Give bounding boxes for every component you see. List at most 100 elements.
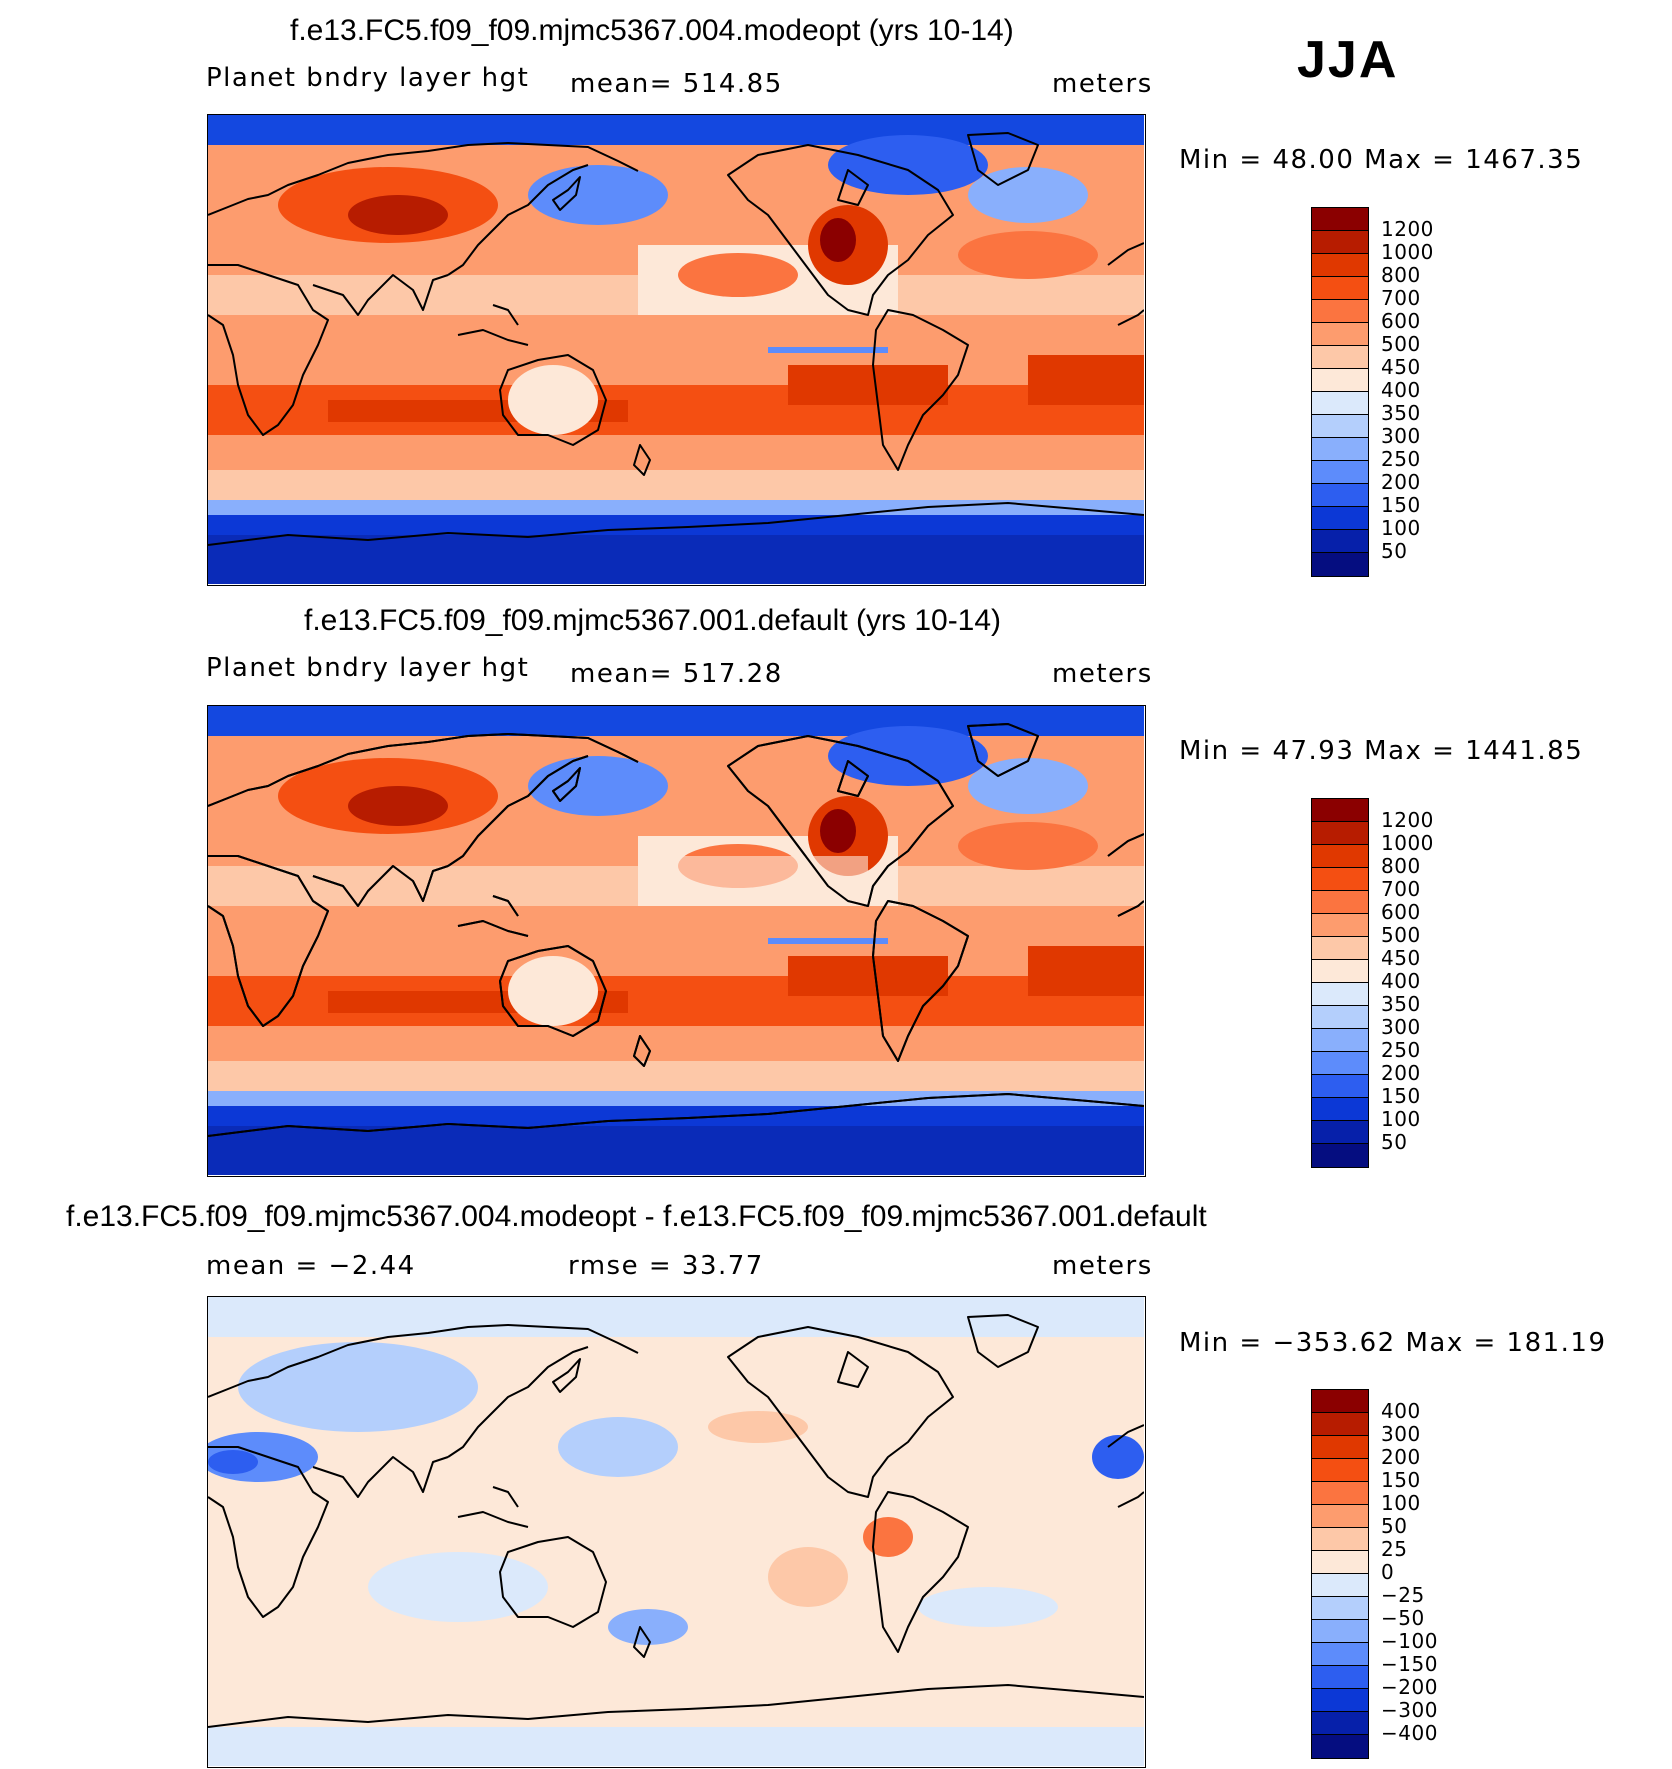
- colorbar-tick-label: −300: [1381, 1698, 1438, 1722]
- panel2-units: meters: [1052, 659, 1153, 689]
- colorbar-tick-label: 1200: [1381, 217, 1434, 241]
- panel3-colorbar: [1311, 1389, 1369, 1759]
- colorbar-tick-label: 800: [1381, 263, 1421, 287]
- colorbar-swatch: [1312, 1620, 1368, 1643]
- colorbar-swatch: [1312, 1528, 1368, 1551]
- colorbar-tick-label: −25: [1381, 1583, 1425, 1607]
- colorbar-tick-label: 1000: [1381, 831, 1434, 855]
- colorbar-swatch: [1312, 1689, 1368, 1712]
- colorbar-swatch: [1312, 484, 1368, 507]
- colorbar-tick-label: 250: [1381, 447, 1421, 471]
- panel3-rmse: rmse = 33.77: [568, 1251, 764, 1281]
- colorbar-swatch: [1312, 1029, 1368, 1052]
- colorbar-swatch: [1312, 208, 1368, 231]
- colorbar-tick-label: 350: [1381, 992, 1421, 1016]
- colorbar-swatch: [1312, 369, 1368, 392]
- colorbar-swatch: [1312, 1390, 1368, 1413]
- panel1-map: [207, 114, 1146, 586]
- colorbar-swatch: [1312, 799, 1368, 822]
- colorbar-swatch: [1312, 868, 1368, 891]
- colorbar-tick-label: 1200: [1381, 808, 1434, 832]
- colorbar-swatch: [1312, 507, 1368, 530]
- colorbar-swatch: [1312, 415, 1368, 438]
- colorbar-tick-label: 300: [1381, 1015, 1421, 1039]
- colorbar-tick-label: 200: [1381, 1445, 1421, 1469]
- colorbar-tick-label: 150: [1381, 493, 1421, 517]
- colorbar-swatch: [1312, 1482, 1368, 1505]
- panel2-variable-label: Planet bndry layer hgt: [206, 653, 530, 683]
- colorbar-tick-label: −50: [1381, 1606, 1425, 1630]
- colorbar-tick-label: −400: [1381, 1721, 1438, 1745]
- colorbar-tick-label: −100: [1381, 1629, 1438, 1653]
- colorbar-tick-label: 800: [1381, 854, 1421, 878]
- colorbar-swatch: [1312, 1436, 1368, 1459]
- panel3-minmax: Min = −353.62 Max = 181.19: [1179, 1328, 1607, 1358]
- colorbar-swatch: [1312, 231, 1368, 254]
- colorbar-tick-label: 150: [1381, 1084, 1421, 1108]
- colorbar-swatch: [1312, 1075, 1368, 1098]
- panel1-colorbar: [1311, 207, 1369, 577]
- colorbar-swatch: [1312, 1597, 1368, 1620]
- colorbar-tick-label: 100: [1381, 516, 1421, 540]
- colorbar-swatch: [1312, 1459, 1368, 1482]
- colorbar-swatch: [1312, 1551, 1368, 1574]
- colorbar-tick-label: 700: [1381, 877, 1421, 901]
- colorbar-tick-label: 500: [1381, 923, 1421, 947]
- colorbar-swatch: [1312, 1505, 1368, 1528]
- colorbar-swatch: [1312, 937, 1368, 960]
- colorbar-tick-label: 100: [1381, 1107, 1421, 1131]
- colorbar-tick-label: 50: [1381, 1514, 1408, 1538]
- season-label: JJA: [1297, 31, 1399, 89]
- colorbar-swatch: [1312, 960, 1368, 983]
- colorbar-swatch: [1312, 254, 1368, 277]
- colorbar-swatch: [1312, 983, 1368, 1006]
- panel2-mean: mean= 517.28: [570, 659, 783, 689]
- panel2-colorbar: [1311, 798, 1369, 1168]
- colorbar-tick-label: 50: [1381, 539, 1408, 563]
- colorbar-swatch: [1312, 461, 1368, 484]
- colorbar-tick-label: 0: [1381, 1560, 1395, 1584]
- colorbar-swatch: [1312, 1052, 1368, 1075]
- panel2-title: f.e13.FC5.f09_f09.mjmc5367.001.default (…: [304, 604, 1002, 637]
- colorbar-tick-label: 450: [1381, 355, 1421, 379]
- colorbar-swatch: [1312, 346, 1368, 369]
- colorbar-tick-label: 400: [1381, 1399, 1421, 1423]
- colorbar-tick-label: 400: [1381, 378, 1421, 402]
- colorbar-swatch: [1312, 392, 1368, 415]
- colorbar-swatch: [1312, 1098, 1368, 1121]
- colorbar-tick-label: 500: [1381, 332, 1421, 356]
- colorbar-swatch: [1312, 438, 1368, 461]
- colorbar-swatch: [1312, 891, 1368, 914]
- colorbar-swatch: [1312, 530, 1368, 553]
- colorbar-swatch: [1312, 277, 1368, 300]
- colorbar-swatch: [1312, 914, 1368, 937]
- colorbar-swatch: [1312, 1121, 1368, 1144]
- colorbar-swatch: [1312, 300, 1368, 323]
- colorbar-swatch: [1312, 1006, 1368, 1029]
- colorbar-tick-label: 700: [1381, 286, 1421, 310]
- colorbar-tick-label: 200: [1381, 1061, 1421, 1085]
- colorbar-tick-label: 300: [1381, 1422, 1421, 1446]
- panel1-title: f.e13.FC5.f09_f09.mjmc5367.004.modeopt (…: [290, 14, 1014, 47]
- colorbar-swatch: [1312, 1666, 1368, 1689]
- panel1-minmax: Min = 48.00 Max = 1467.35: [1179, 145, 1584, 175]
- colorbar-swatch: [1312, 822, 1368, 845]
- colorbar-swatch: [1312, 553, 1368, 576]
- colorbar-swatch: [1312, 1144, 1368, 1167]
- colorbar-tick-label: 1000: [1381, 240, 1434, 264]
- colorbar-swatch: [1312, 845, 1368, 868]
- panel3-title: f.e13.FC5.f09_f09.mjmc5367.004.modeopt -…: [66, 1200, 1207, 1233]
- panel1-units: meters: [1052, 69, 1153, 99]
- panel3-units: meters: [1052, 1251, 1153, 1281]
- colorbar-tick-label: 350: [1381, 401, 1421, 425]
- panel2-map: [207, 705, 1146, 1177]
- colorbar-tick-label: 200: [1381, 470, 1421, 494]
- colorbar-tick-label: 25: [1381, 1537, 1408, 1561]
- colorbar-tick-label: 600: [1381, 309, 1421, 333]
- colorbar-tick-label: 300: [1381, 424, 1421, 448]
- colorbar-tick-label: 450: [1381, 946, 1421, 970]
- colorbar-swatch: [1312, 323, 1368, 346]
- colorbar-tick-label: 50: [1381, 1130, 1408, 1154]
- panel1-variable-label: Planet bndry layer hgt: [206, 63, 530, 93]
- colorbar-tick-label: 400: [1381, 969, 1421, 993]
